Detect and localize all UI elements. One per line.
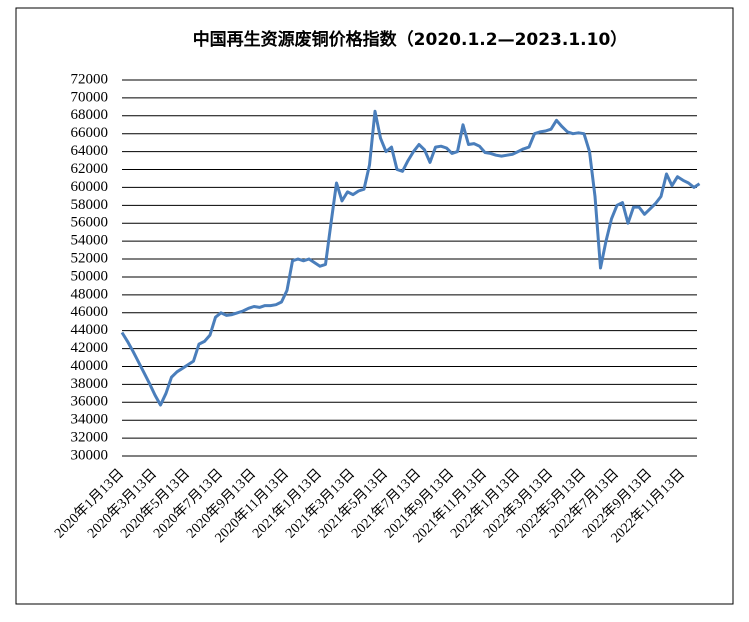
- y-tick-label: 66000: [71, 125, 109, 141]
- y-tick-label: 46000: [71, 304, 109, 320]
- y-tick-label: 70000: [71, 89, 109, 105]
- y-tick-label: 40000: [71, 358, 109, 374]
- y-tick-label: 64000: [71, 143, 109, 159]
- chart-title: 中国再生资源废铜价格指数（2020.1.2—2023.1.10）: [193, 29, 628, 50]
- y-tick-label: 32000: [71, 430, 109, 446]
- y-tick-label: 72000: [71, 71, 109, 87]
- y-tick-label: 30000: [71, 447, 109, 463]
- chart-frame: [15, 7, 734, 605]
- y-tick-label: 62000: [71, 161, 109, 177]
- y-tick-label: 58000: [71, 197, 109, 213]
- y-tick-label: 56000: [71, 215, 109, 231]
- price-line: [120, 109, 701, 407]
- y-tick-label: 50000: [71, 268, 109, 284]
- y-tick-label: 36000: [71, 394, 109, 410]
- y-tick-label: 38000: [71, 376, 109, 392]
- y-tick-label: 34000: [71, 412, 109, 428]
- y-tick-label: 68000: [71, 107, 109, 123]
- y-tick-label: 54000: [71, 233, 109, 249]
- y-tick-label: 42000: [71, 340, 109, 356]
- y-tick-label: 52000: [71, 250, 109, 266]
- y-tick-label: 44000: [71, 322, 109, 338]
- y-tick-label: 48000: [71, 286, 109, 302]
- y-tick-label: 60000: [71, 179, 109, 195]
